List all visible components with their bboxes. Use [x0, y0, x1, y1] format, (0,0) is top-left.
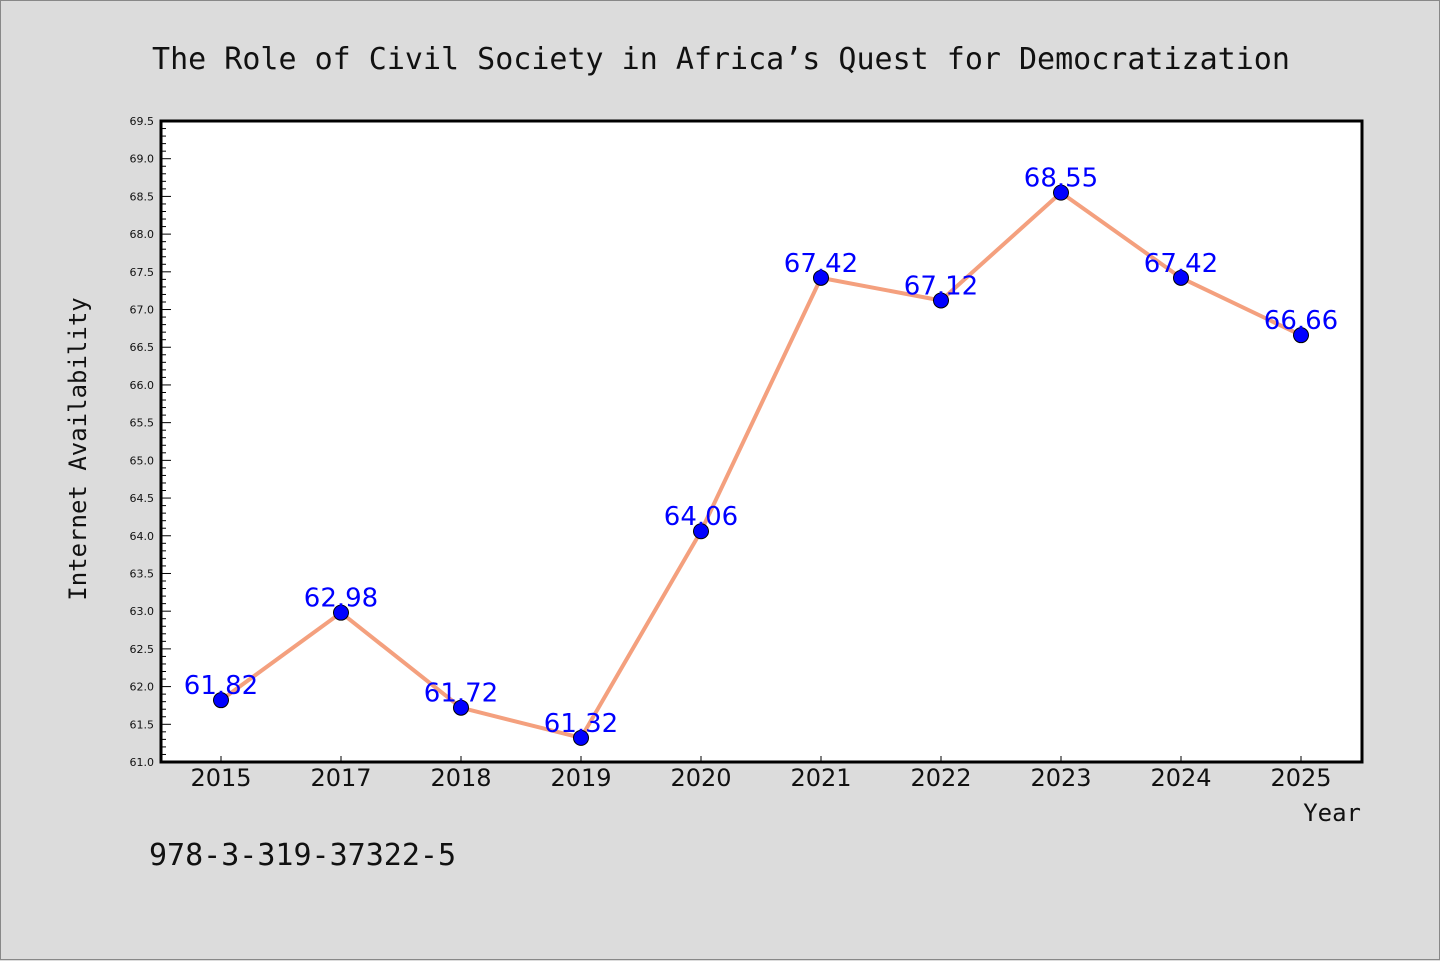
y-tick-label: 65.0: [130, 454, 155, 467]
data-label: 68.55: [1024, 164, 1098, 194]
y-tick-label: 64.0: [130, 530, 155, 543]
data-point: [933, 292, 949, 309]
x-tick-label: 2019: [550, 764, 611, 792]
y-tick-label: 67.5: [130, 266, 155, 279]
data-label: 66.66: [1264, 306, 1338, 336]
data-label: 67.42: [784, 249, 858, 279]
plot-area: 61.0 61.5 62.0 62.5 63.0 63.5 64.0 64.5 65.0 65.5…: [130, 115, 1364, 792]
data-label: 67.12: [904, 271, 978, 301]
x-tick-label: 2021: [790, 764, 851, 792]
y-tick-label: 68.0: [130, 228, 155, 241]
series-line: [219, 190, 1302, 740]
y-tick-label: 63.0: [130, 605, 155, 618]
data-label: 61.82: [184, 671, 258, 701]
x-tick-label: 2017: [310, 764, 371, 792]
y-tick-label: 61.5: [130, 718, 155, 731]
y-tick-label: 66.0: [130, 379, 155, 392]
x-tick-label: 2020: [670, 764, 731, 792]
y-tick-label: 69.5: [130, 115, 155, 128]
y-axis-label: Internet Availability: [64, 297, 92, 600]
x-tick-label: 2022: [910, 764, 971, 792]
isbn-footer: 978-3-319-37322-5: [149, 838, 456, 873]
data-label: 62.98: [304, 584, 378, 614]
y-tick-label: 66.5: [130, 341, 155, 354]
data-point: [213, 692, 229, 709]
y-tick-label: 64.5: [130, 492, 155, 505]
data-point: [813, 269, 829, 286]
y-tick-label: 65.5: [130, 417, 155, 430]
y-tick-label: 62.5: [130, 643, 155, 656]
chart-title: The Role of Civil Society in Africa’s Qu…: [152, 42, 1290, 77]
x-tick-label: 2018: [430, 764, 491, 792]
data-point: [1293, 327, 1309, 344]
y-tick-label: 69.0: [130, 153, 155, 166]
data-point: [573, 729, 589, 746]
data-point: [453, 699, 469, 716]
plot-background: [161, 121, 1362, 762]
x-tick-label: 2024: [1150, 764, 1211, 792]
y-tick-label: 61.0: [130, 756, 155, 769]
x-axis-label: Year: [1303, 799, 1361, 827]
y-tick-label: 67.0: [130, 304, 155, 317]
data-point: [333, 604, 349, 621]
data-label: 67.42: [1144, 249, 1218, 279]
x-tick-label: 2023: [1030, 764, 1091, 792]
y-tick-label: 68.5: [130, 190, 155, 203]
data-point: [693, 523, 709, 540]
x-tick-label: 2025: [1270, 764, 1331, 792]
x-tick-label: 2015: [190, 764, 251, 792]
data-label: 61.72: [424, 679, 498, 709]
data-label: 64.06: [664, 502, 738, 532]
data-point: [1173, 269, 1189, 286]
plot-frame: [159, 119, 1364, 764]
y-tick-label: 63.5: [130, 567, 155, 580]
y-tick-label: 62.0: [130, 681, 155, 694]
data-label: 61.32: [544, 709, 618, 739]
data-point: [1053, 184, 1069, 201]
